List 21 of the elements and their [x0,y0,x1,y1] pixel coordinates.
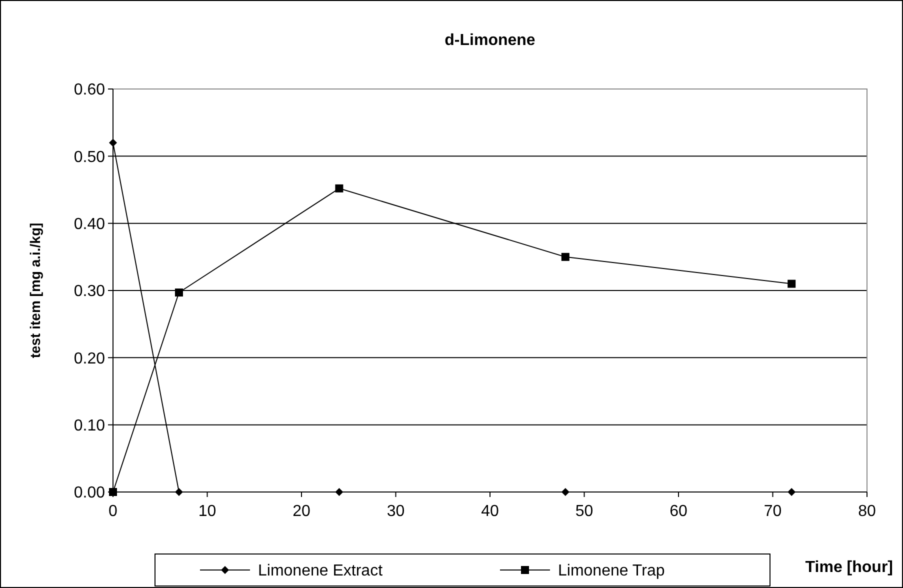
x-tick-label: 50 [575,503,594,520]
x-tick-label: 30 [386,503,405,520]
y-tick-label: 0.50 [74,148,106,166]
y-tick-label: 0.30 [74,283,106,300]
x-tick-label: 0 [108,503,118,520]
legend-label: Limonene Extract [258,562,384,580]
legend-label: Limonene Trap [558,562,665,580]
chart-title: d-Limonene [444,32,536,49]
x-tick-label: 40 [481,503,499,520]
x-tick-label: 20 [292,503,310,520]
y-tick-label: 0.40 [74,216,106,233]
y-axis-title: test item [mg a.i./kg] [27,222,43,358]
x-tick-label: 10 [198,503,216,520]
y-tick-label: 0.60 [74,82,106,99]
x-tick-label: 60 [670,503,688,520]
x-tick-label: 70 [764,503,782,520]
x-axis-title: Time [hour] [805,559,893,576]
y-tick-label: 0.00 [74,484,106,502]
x-tick-label: 80 [858,503,876,520]
y-tick-label: 0.20 [74,350,106,368]
y-tick-label: 0.10 [74,417,106,434]
